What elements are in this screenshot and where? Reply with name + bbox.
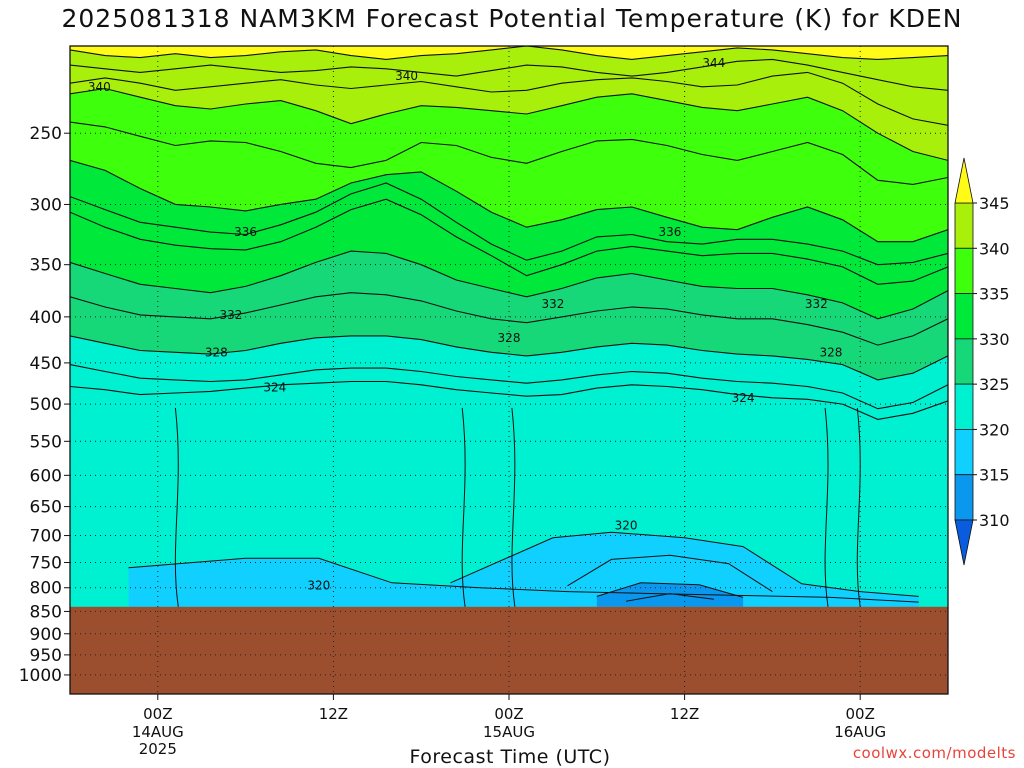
x-tick-label: 00Z — [846, 705, 875, 723]
colorbar-arrow-bottom — [954, 519, 974, 566]
y-tick-label: 650 — [30, 498, 62, 518]
isentrope-line — [70, 250, 948, 320]
contour-label: 340 — [88, 80, 111, 94]
contour-label: 340 — [395, 69, 418, 83]
y-tick-label: 450 — [30, 354, 62, 374]
x-tick-label: 12Z — [670, 705, 699, 723]
contour-label: 344 — [702, 56, 725, 70]
plot-area: 344 340 340 336 336 332 332 332 328 328 328 324 324 3… — [70, 46, 948, 694]
isentrope-line — [70, 46, 948, 60]
y-tick-label: 950 — [30, 646, 62, 666]
y-tick-label: 1000 — [19, 666, 62, 686]
isentrope-line — [511, 407, 516, 607]
isentrope-line — [567, 554, 773, 593]
x-tick-sublabel: 14AUG — [132, 723, 184, 741]
x-tick-sublabel: 2025 — [139, 740, 177, 758]
y-tick-label: 600 — [30, 466, 62, 486]
x-tick-label: 00Z — [143, 705, 172, 723]
isentrope-line — [70, 121, 948, 185]
x-tick-label: 12Z — [319, 705, 348, 723]
colorbar-label: 310 — [979, 511, 1010, 530]
contour-label: 332 — [220, 308, 243, 322]
cold-pool-fill — [128, 558, 919, 607]
contour-label: 320 — [615, 518, 638, 532]
x-axis-label: Forecast Time (UTC) — [409, 746, 611, 768]
isentrope-line — [128, 557, 919, 603]
isentrope-line — [450, 531, 919, 597]
y-tick-label: 850 — [30, 602, 62, 622]
colorbar-label: 315 — [979, 466, 1010, 485]
isentrope-line — [70, 292, 948, 346]
colorbar-label: 325 — [979, 375, 1010, 394]
colorbar-label: 340 — [979, 239, 1010, 258]
colorbar-band — [954, 202, 974, 249]
x-tick-sublabel: 16AUG — [834, 723, 886, 741]
contour-label: 336 — [659, 225, 682, 239]
contour-label: 332 — [805, 297, 828, 311]
contour-label: 324 — [732, 391, 755, 405]
isentrope-line — [70, 198, 948, 285]
isentrope-line — [70, 159, 948, 243]
colorbar-arrow-top — [954, 157, 974, 204]
contour-label: 328 — [205, 345, 228, 359]
y-tick-label: 400 — [30, 308, 62, 328]
isentrope-line — [174, 407, 179, 607]
colorbar-band — [954, 338, 974, 385]
isentrope-line — [70, 182, 948, 266]
isentrope-line — [626, 593, 714, 602]
contour-label: 328 — [819, 345, 842, 359]
y-tick-label: 800 — [30, 579, 62, 599]
y-tick-label: 700 — [30, 527, 62, 547]
y-tick-label: 350 — [30, 256, 62, 276]
terrain-fill — [70, 606, 948, 694]
colorbar-band — [954, 429, 974, 476]
isentrope-line — [856, 407, 861, 607]
isentrope-line — [70, 380, 948, 420]
isentrope-line — [70, 58, 948, 91]
chart-title: 2025081318 NAM3KM Forecast Potential Tem… — [61, 4, 963, 33]
contour-label: 336 — [234, 225, 257, 239]
colorbar-label: 345 — [979, 194, 1010, 213]
y-tick-label: 500 — [30, 395, 62, 415]
contour-label: 332 — [541, 297, 564, 311]
isentrope-line — [461, 407, 466, 607]
colorbar-band — [954, 293, 974, 340]
credit-text: coolwx.com/modelts — [852, 744, 1016, 762]
y-tick-label: 300 — [30, 195, 62, 215]
contour-label: 324 — [263, 380, 286, 394]
colorbar-band — [954, 383, 974, 430]
colorbar-band — [954, 474, 974, 521]
contour-label: 320 — [307, 578, 330, 592]
y-tick-label: 900 — [30, 625, 62, 645]
isentrope-line — [70, 335, 948, 381]
x-tick-label: 00Z — [494, 705, 523, 723]
colorbar-label: 320 — [979, 420, 1010, 439]
colorbar-band — [954, 247, 974, 294]
colorbar-label: 330 — [979, 330, 1010, 349]
y-tick-label: 550 — [30, 432, 62, 452]
y-tick-label: 250 — [30, 124, 62, 144]
contour-label: 328 — [498, 331, 521, 345]
isentrope-line — [596, 582, 744, 598]
colorbar-label: 335 — [979, 285, 1010, 304]
isentrope-line — [70, 87, 948, 161]
y-tick-label: 750 — [30, 554, 62, 574]
x-tick-sublabel: 15AUG — [483, 723, 535, 741]
isentrope-line — [824, 407, 829, 607]
